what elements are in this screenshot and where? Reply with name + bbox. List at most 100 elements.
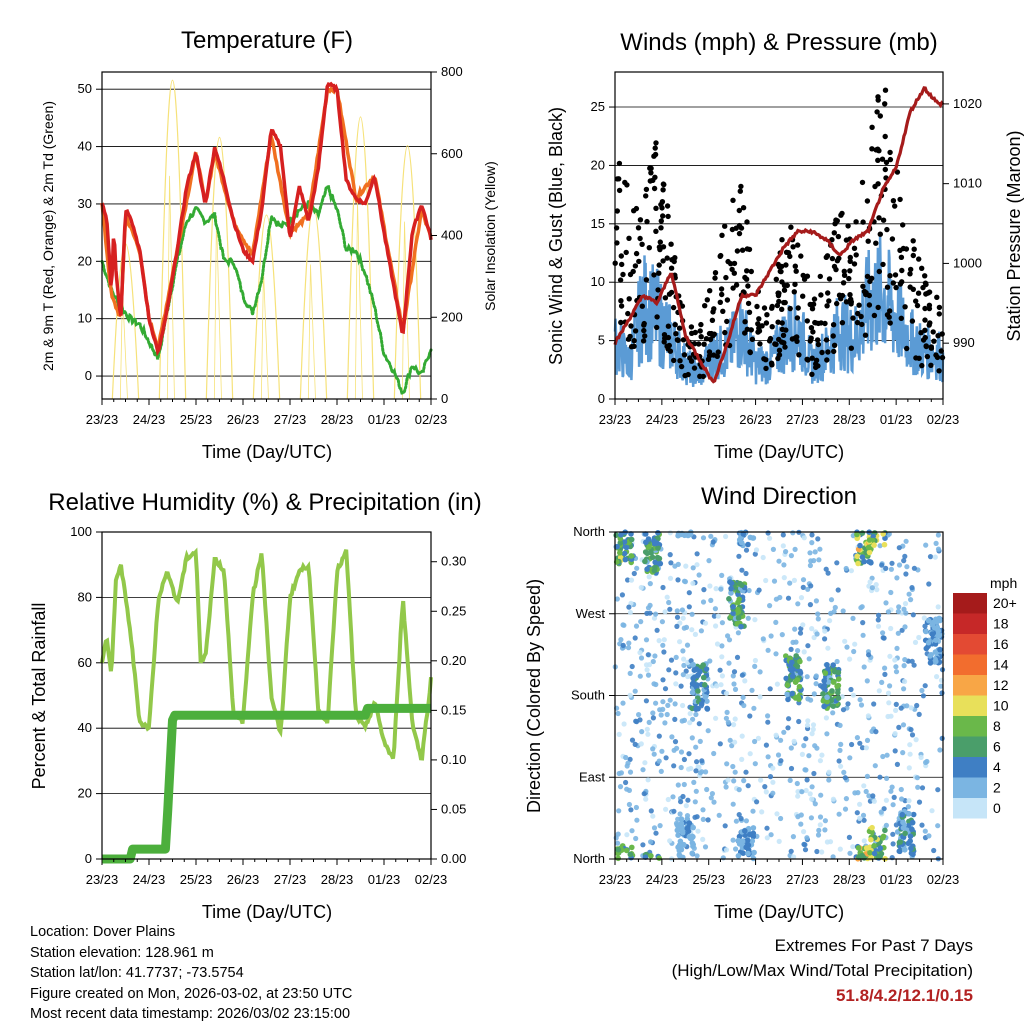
direction-point xyxy=(935,532,942,538)
gust-point xyxy=(897,281,904,287)
direction-point xyxy=(633,718,639,724)
direction-point xyxy=(935,787,941,793)
direction-point xyxy=(752,657,759,664)
direction-point xyxy=(637,673,643,679)
direction-point xyxy=(629,828,635,834)
gust-point xyxy=(660,244,667,250)
direction-point xyxy=(812,801,818,807)
direction-point xyxy=(741,778,747,784)
x-tick-label: 24/23 xyxy=(646,872,679,887)
y-tick-label: 15 xyxy=(591,216,605,231)
direction-cluster-point xyxy=(925,617,932,624)
gust-point xyxy=(755,329,761,335)
direction-cluster-point xyxy=(628,553,634,559)
direction-point xyxy=(770,546,777,553)
direction-point xyxy=(804,722,811,728)
gust-point xyxy=(660,181,667,187)
gust-point xyxy=(794,315,801,321)
direction-point xyxy=(702,844,709,850)
gust-point xyxy=(847,254,853,261)
gust-point xyxy=(782,299,788,306)
x-tick-label: 02/23 xyxy=(415,872,448,887)
humidity-title: Relative Humidity (%) & Precipitation (i… xyxy=(48,489,481,516)
gust-point xyxy=(718,286,725,292)
direction-point xyxy=(668,560,674,566)
gust-point xyxy=(886,314,892,320)
gust-point xyxy=(696,341,702,347)
direction-point xyxy=(750,808,756,814)
direction-point xyxy=(877,774,883,780)
gust-point xyxy=(723,274,729,281)
direction-point xyxy=(799,751,806,758)
direction-point xyxy=(803,736,809,742)
direction-point xyxy=(663,755,669,761)
direction-point xyxy=(651,825,658,831)
temperature-title: Temperature (F) xyxy=(181,27,353,54)
gust-point xyxy=(801,276,808,282)
direction-cluster-point xyxy=(700,674,707,681)
direction-point xyxy=(645,672,652,678)
direction-point xyxy=(641,791,647,797)
gust-point xyxy=(864,198,871,204)
direction-point xyxy=(756,587,762,593)
direction-point xyxy=(768,832,774,838)
direction-point xyxy=(804,674,810,680)
gust-point xyxy=(744,246,750,252)
direction-cluster-point xyxy=(854,553,860,560)
direction-point xyxy=(810,722,817,728)
direction-point xyxy=(650,813,656,819)
direction-point xyxy=(614,596,620,602)
direction-point xyxy=(795,601,801,607)
gust-point xyxy=(779,306,785,312)
direction-point xyxy=(667,552,673,558)
direction-point xyxy=(892,748,898,754)
gust-point xyxy=(808,325,815,331)
direction-point xyxy=(910,612,916,618)
direction-point xyxy=(869,585,876,591)
gust-point xyxy=(899,267,905,274)
direction-cluster-point xyxy=(730,604,736,610)
legend-swatch xyxy=(953,798,987,819)
direction-point xyxy=(718,682,724,688)
gust-point xyxy=(747,349,753,355)
direction-point xyxy=(824,731,830,737)
direction-point xyxy=(659,748,665,754)
direction-point xyxy=(815,536,821,542)
direction-cluster-point xyxy=(930,619,936,626)
gust-point xyxy=(677,358,683,364)
direction-point xyxy=(777,594,783,601)
direction-cluster-point xyxy=(868,836,874,843)
direction-cluster-point xyxy=(704,706,711,712)
direction-point xyxy=(735,630,742,636)
direction-cluster-point xyxy=(821,703,827,710)
direction-point xyxy=(912,639,919,646)
direction-cluster-point xyxy=(656,855,662,861)
gust-point xyxy=(809,371,815,377)
direction-point xyxy=(627,756,633,763)
gust-point xyxy=(824,357,830,363)
gust-point xyxy=(900,222,906,228)
direction-cluster-point xyxy=(623,544,630,551)
x-tick-label: 25/23 xyxy=(180,872,213,887)
gust-point xyxy=(846,275,852,282)
direction-point xyxy=(884,752,890,758)
direction-point xyxy=(678,749,685,755)
direction-point xyxy=(767,603,773,609)
direction-cluster-point xyxy=(797,658,803,665)
x-tick-label: 23/23 xyxy=(599,412,632,427)
y-tick-label: 50 xyxy=(78,81,92,96)
direction-point xyxy=(929,808,935,814)
direction-point xyxy=(640,767,646,773)
direction-point xyxy=(651,751,657,757)
gust-point xyxy=(887,149,893,156)
direction-point xyxy=(651,615,658,621)
direction-point xyxy=(768,633,774,639)
direction-cluster-point xyxy=(744,837,751,844)
direction-point xyxy=(762,784,768,790)
direction-point xyxy=(650,746,656,752)
direction-point xyxy=(661,649,667,655)
direction-cluster-point xyxy=(728,585,734,592)
direction-point xyxy=(902,657,908,663)
direction-point xyxy=(786,716,792,722)
direction-point xyxy=(866,652,872,658)
